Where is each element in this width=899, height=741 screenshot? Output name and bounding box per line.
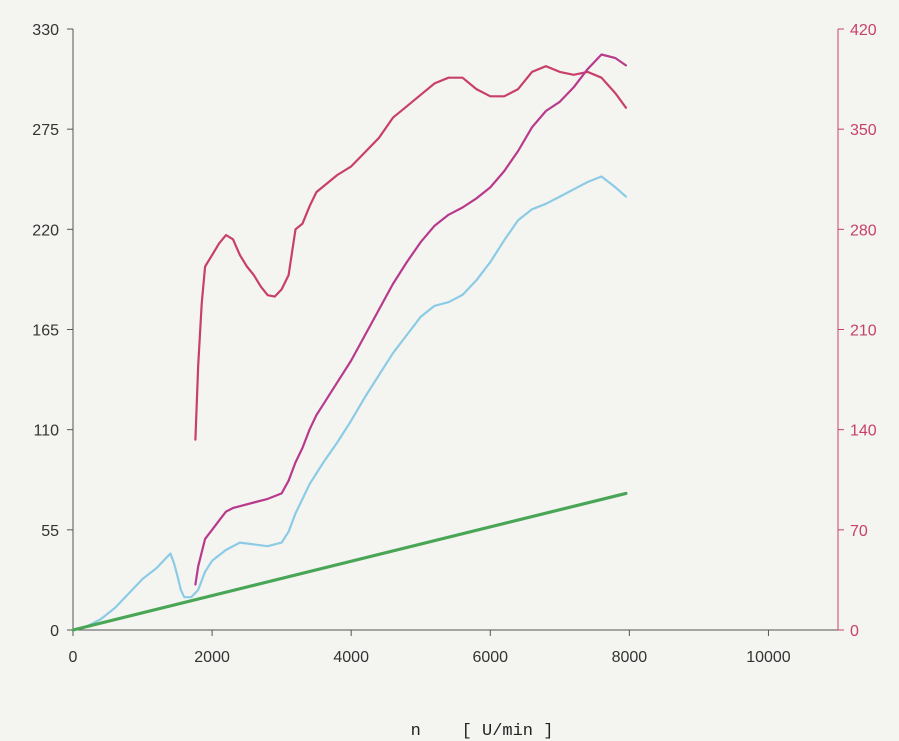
y-left-tick-label: 110: [33, 423, 59, 440]
x-tick-label: 8000: [612, 649, 648, 666]
x-tick-label: 6000: [472, 649, 508, 666]
y-left-tick-label: 220: [32, 222, 59, 239]
y-left-tick-label: 55: [41, 523, 59, 540]
y-left-tick-label: 275: [32, 122, 59, 139]
y-right-tick-label: 0: [850, 623, 859, 640]
y-right-tick-label: 210: [850, 323, 877, 340]
x-tick-label: 4000: [333, 649, 369, 666]
series-line-4: [71, 491, 628, 632]
axes-layer: 0 55 110 165 220 275 330 0 70 140 210 280 350 420 0 200…: [32, 22, 877, 666]
y-right-tick-label: 70: [850, 523, 868, 540]
series-line-2: [194, 53, 628, 586]
y-right-tick-label: 350: [850, 122, 877, 139]
series-line-1: [194, 65, 628, 441]
y-left-tick-label: 165: [32, 323, 59, 340]
y-right-tick-label: 140: [850, 423, 877, 440]
y-right-tick-label: 280: [850, 222, 877, 239]
labels-layer: n [ U/min ]: [411, 722, 554, 741]
y-right-tick-label: 420: [850, 22, 877, 39]
series-line-3: [71, 175, 628, 632]
y-left-tick-label: 0: [50, 623, 59, 640]
series-layer: [71, 53, 628, 632]
x-axis-label: n [ U/min ]: [411, 722, 554, 741]
x-tick-label: 10000: [746, 649, 791, 666]
x-tick-label: 2000: [194, 649, 230, 666]
x-tick-label: 0: [69, 649, 78, 666]
y-left-tick-label: 330: [32, 22, 59, 39]
